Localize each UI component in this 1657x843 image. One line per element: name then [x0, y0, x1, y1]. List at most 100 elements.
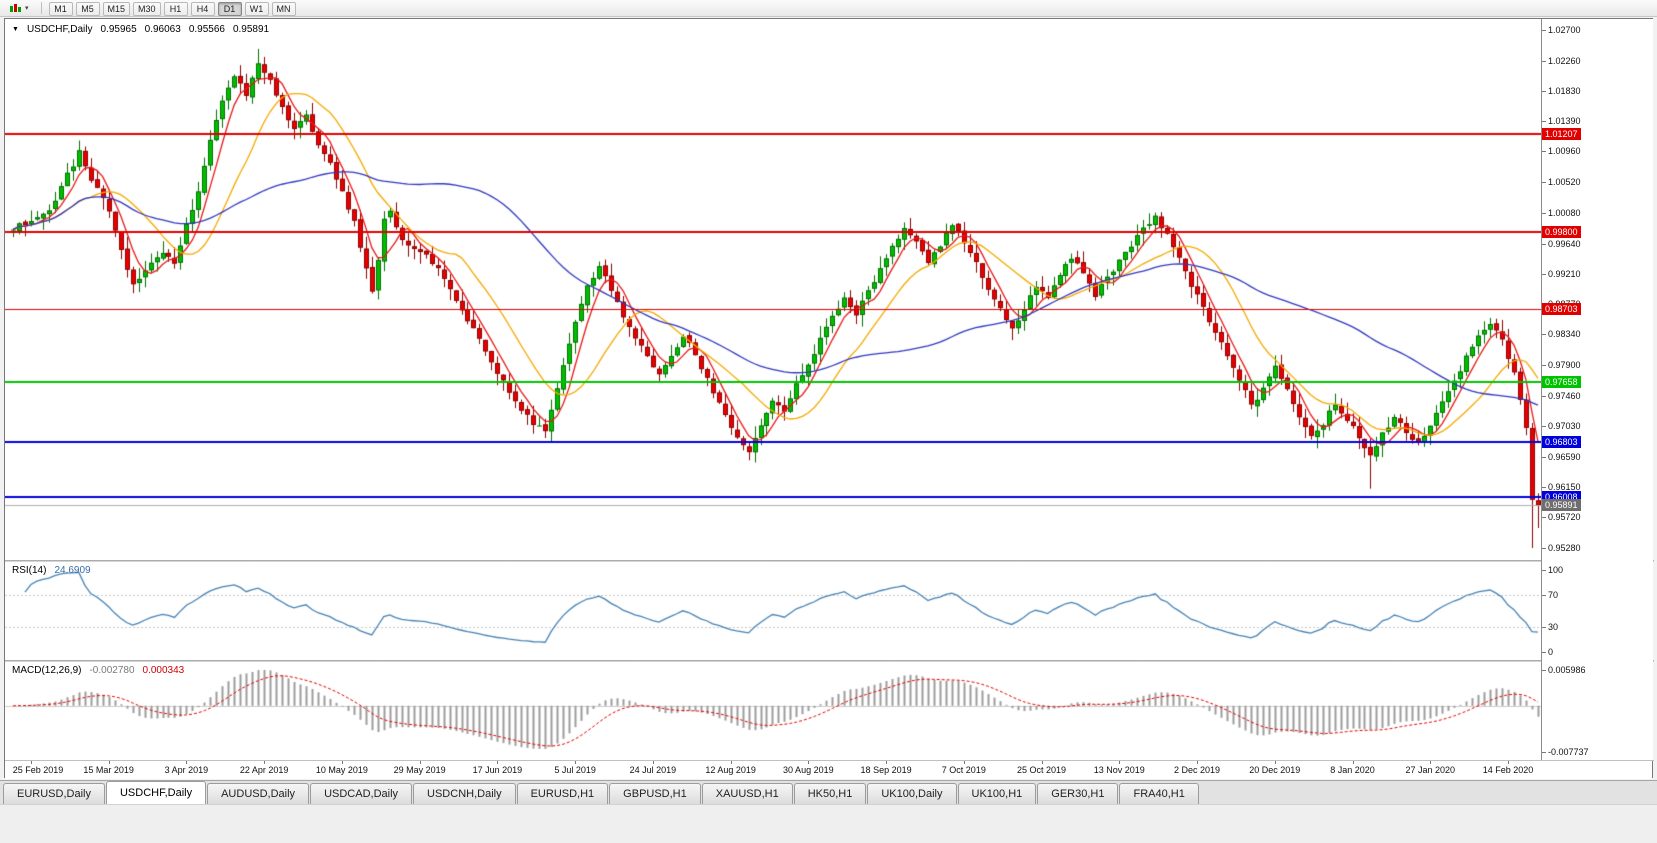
chart-tab-fra40-h1[interactable]: FRA40,H1: [1119, 783, 1199, 804]
chart-tab-audusd-daily[interactable]: AUDUSD,Daily: [207, 783, 310, 804]
chart-tab-usdcad-daily[interactable]: USDCAD,Daily: [310, 783, 413, 804]
axis-tickmark: [1542, 244, 1546, 245]
time-axis-label: 2 Dec 2019: [1174, 765, 1221, 775]
chart-tab-usdcnh-daily[interactable]: USDCNH,Daily: [413, 783, 516, 804]
timeframe-button-m1[interactable]: M1: [48, 2, 73, 16]
rsi-indicator-canvas[interactable]: [5, 562, 1541, 660]
price-tick: 1.00080: [1548, 208, 1581, 218]
price-badge: 0.95891: [1542, 499, 1581, 511]
macd-tick: 0.005986: [1548, 665, 1586, 675]
ohlc-open: 0.95965: [100, 24, 137, 35]
timeframe-button-m15[interactable]: M15: [102, 2, 131, 16]
axis-tickmark: [1542, 365, 1546, 366]
timeframe-button-w1[interactable]: W1: [244, 2, 269, 16]
axis-tickmark: [1542, 595, 1546, 596]
price-tick: 1.00520: [1548, 177, 1581, 187]
chart-tab-uk100-daily[interactable]: UK100,Daily: [867, 783, 957, 804]
timeframe-button-h1[interactable]: H1: [163, 2, 188, 16]
chart-tab-ger30-h1[interactable]: GER30,H1: [1037, 783, 1119, 804]
price-tick: 1.02260: [1548, 56, 1581, 66]
price-badge: 0.98703: [1542, 303, 1581, 315]
chart-type-button[interactable]: ▾: [4, 1, 34, 15]
macd-signal-value: 0.000343: [142, 665, 185, 676]
chart-tab-hk50-h1[interactable]: HK50,H1: [793, 783, 867, 804]
ohlc-low: 0.95566: [188, 24, 225, 35]
timeframe-button-d1[interactable]: D1: [217, 2, 242, 16]
timeframe-button-m5[interactable]: M5: [75, 2, 100, 16]
time-axis-label: 20 Dec 2019: [1249, 765, 1301, 775]
axis-tickmark: [1542, 487, 1546, 488]
axis-tickmark: [1542, 151, 1546, 152]
time-axis[interactable]: 25 Feb 2019 15 Mar 2019 3 Apr 2019 22 Apr 2…: [5, 761, 1652, 779]
time-axis-tickmark: [808, 761, 809, 764]
time-axis-tickmark: [420, 761, 421, 764]
time-axis-label: 29 May 2019: [393, 765, 446, 775]
chart-tab-eurusd-h1[interactable]: EURUSD,H1: [516, 783, 609, 804]
chart-tabs-bar: EURUSD,Daily USDCHF,Daily AUDUSD,Daily USDC…: [0, 780, 1657, 804]
axis-tickmark: [1542, 548, 1546, 549]
timeframe-button-m30[interactable]: M30: [133, 2, 161, 16]
time-axis-tickmark: [1197, 761, 1198, 764]
axis-tickmark: [1542, 274, 1546, 275]
price-tick: 1.01830: [1548, 86, 1581, 96]
price-tick: 0.97900: [1548, 360, 1581, 370]
axis-tickmark: [1542, 752, 1546, 753]
rsi-tick: 0: [1548, 647, 1554, 657]
axis-tickmark: [1542, 213, 1546, 214]
time-axis-label: 13 Nov 2019: [1093, 765, 1145, 775]
rsi-tick: 100: [1548, 565, 1564, 575]
time-axis-tickmark: [964, 761, 965, 764]
chart-tab-uk100-h1[interactable]: UK100,H1: [957, 783, 1037, 804]
time-axis-label: 27 Jan 2020: [1405, 765, 1456, 775]
price-badge: 0.97658: [1542, 376, 1581, 388]
time-axis-label: 14 Feb 2020: [1482, 765, 1534, 775]
chart-tab-eurusd-daily[interactable]: EURUSD,Daily: [3, 783, 105, 804]
chart-tab-gbpusd-h1[interactable]: GBPUSD,H1: [609, 783, 701, 804]
panel-divider[interactable]: [5, 560, 1654, 562]
time-axis-tickmark: [1430, 761, 1431, 764]
rsi-label: RSI(14) 24.6909: [12, 565, 91, 576]
price-tick: 0.95280: [1548, 543, 1581, 553]
time-axis-tickmark: [1275, 761, 1276, 764]
price-tick: 1.02700: [1548, 25, 1581, 35]
time-axis-tickmark: [109, 761, 110, 764]
time-axis-tickmark: [497, 761, 498, 764]
time-axis-tickmark: [1042, 761, 1043, 764]
macd-indicator-canvas[interactable]: [5, 662, 1541, 760]
rsi-name: RSI(14): [12, 565, 47, 576]
time-axis-tickmark: [1353, 761, 1354, 764]
time-axis-label: 18 Sep 2019: [860, 765, 912, 775]
axis-tickmark: [1542, 457, 1546, 458]
chart-tab-xauusd-h1[interactable]: XAUUSD,H1: [701, 783, 793, 804]
price-tick: 0.99210: [1548, 269, 1581, 279]
time-axis-label: 12 Aug 2019: [705, 765, 756, 775]
ohlc-high: 0.96063: [144, 24, 181, 35]
dropdown-caret-icon: ▾: [25, 4, 29, 12]
chart-dropdown-icon[interactable]: ▼: [12, 26, 19, 33]
time-axis-tickmark: [731, 761, 732, 764]
axis-tickmark: [1542, 121, 1546, 122]
price-tick: 1.00960: [1548, 146, 1581, 156]
timeframe-button-h4[interactable]: H4: [190, 2, 215, 16]
price-badge: 0.99800: [1542, 226, 1581, 238]
macd-tick: -0.007737: [1548, 747, 1589, 757]
panel-divider: [5, 760, 1654, 761]
axis-tickmark: [1542, 61, 1546, 62]
axis-tickmark: [1542, 652, 1546, 653]
time-axis-label: 5 Jul 2019: [554, 765, 596, 775]
price-chart-canvas[interactable]: [5, 19, 1541, 560]
timeframe-buttons: M1 M5 M15 M30 H1 H4 D1 W1 MN: [48, 0, 299, 17]
price-tick: 0.97030: [1548, 421, 1581, 431]
panel-divider[interactable]: [5, 660, 1654, 662]
time-axis-label: 3 Apr 2019: [164, 765, 209, 775]
rsi-tick: 30: [1548, 622, 1559, 632]
price-axis[interactable]: 1.02700 1.02260 1.01830 1.01390 1.00960 1.005…: [1541, 19, 1653, 760]
price-tick: 0.99640: [1548, 239, 1581, 249]
time-axis-label: 24 Jul 2019: [629, 765, 677, 775]
chart-window[interactable]: ▼ USDCHF,Daily 0.95965 0.96063 0.95566 0…: [4, 18, 1654, 779]
price-tick: 0.97460: [1548, 391, 1581, 401]
price-tick: 1.01390: [1548, 116, 1581, 126]
status-bar: [0, 804, 1657, 843]
chart-tab-usdchf-daily[interactable]: USDCHF,Daily: [105, 781, 207, 804]
timeframe-button-mn[interactable]: MN: [271, 2, 296, 16]
